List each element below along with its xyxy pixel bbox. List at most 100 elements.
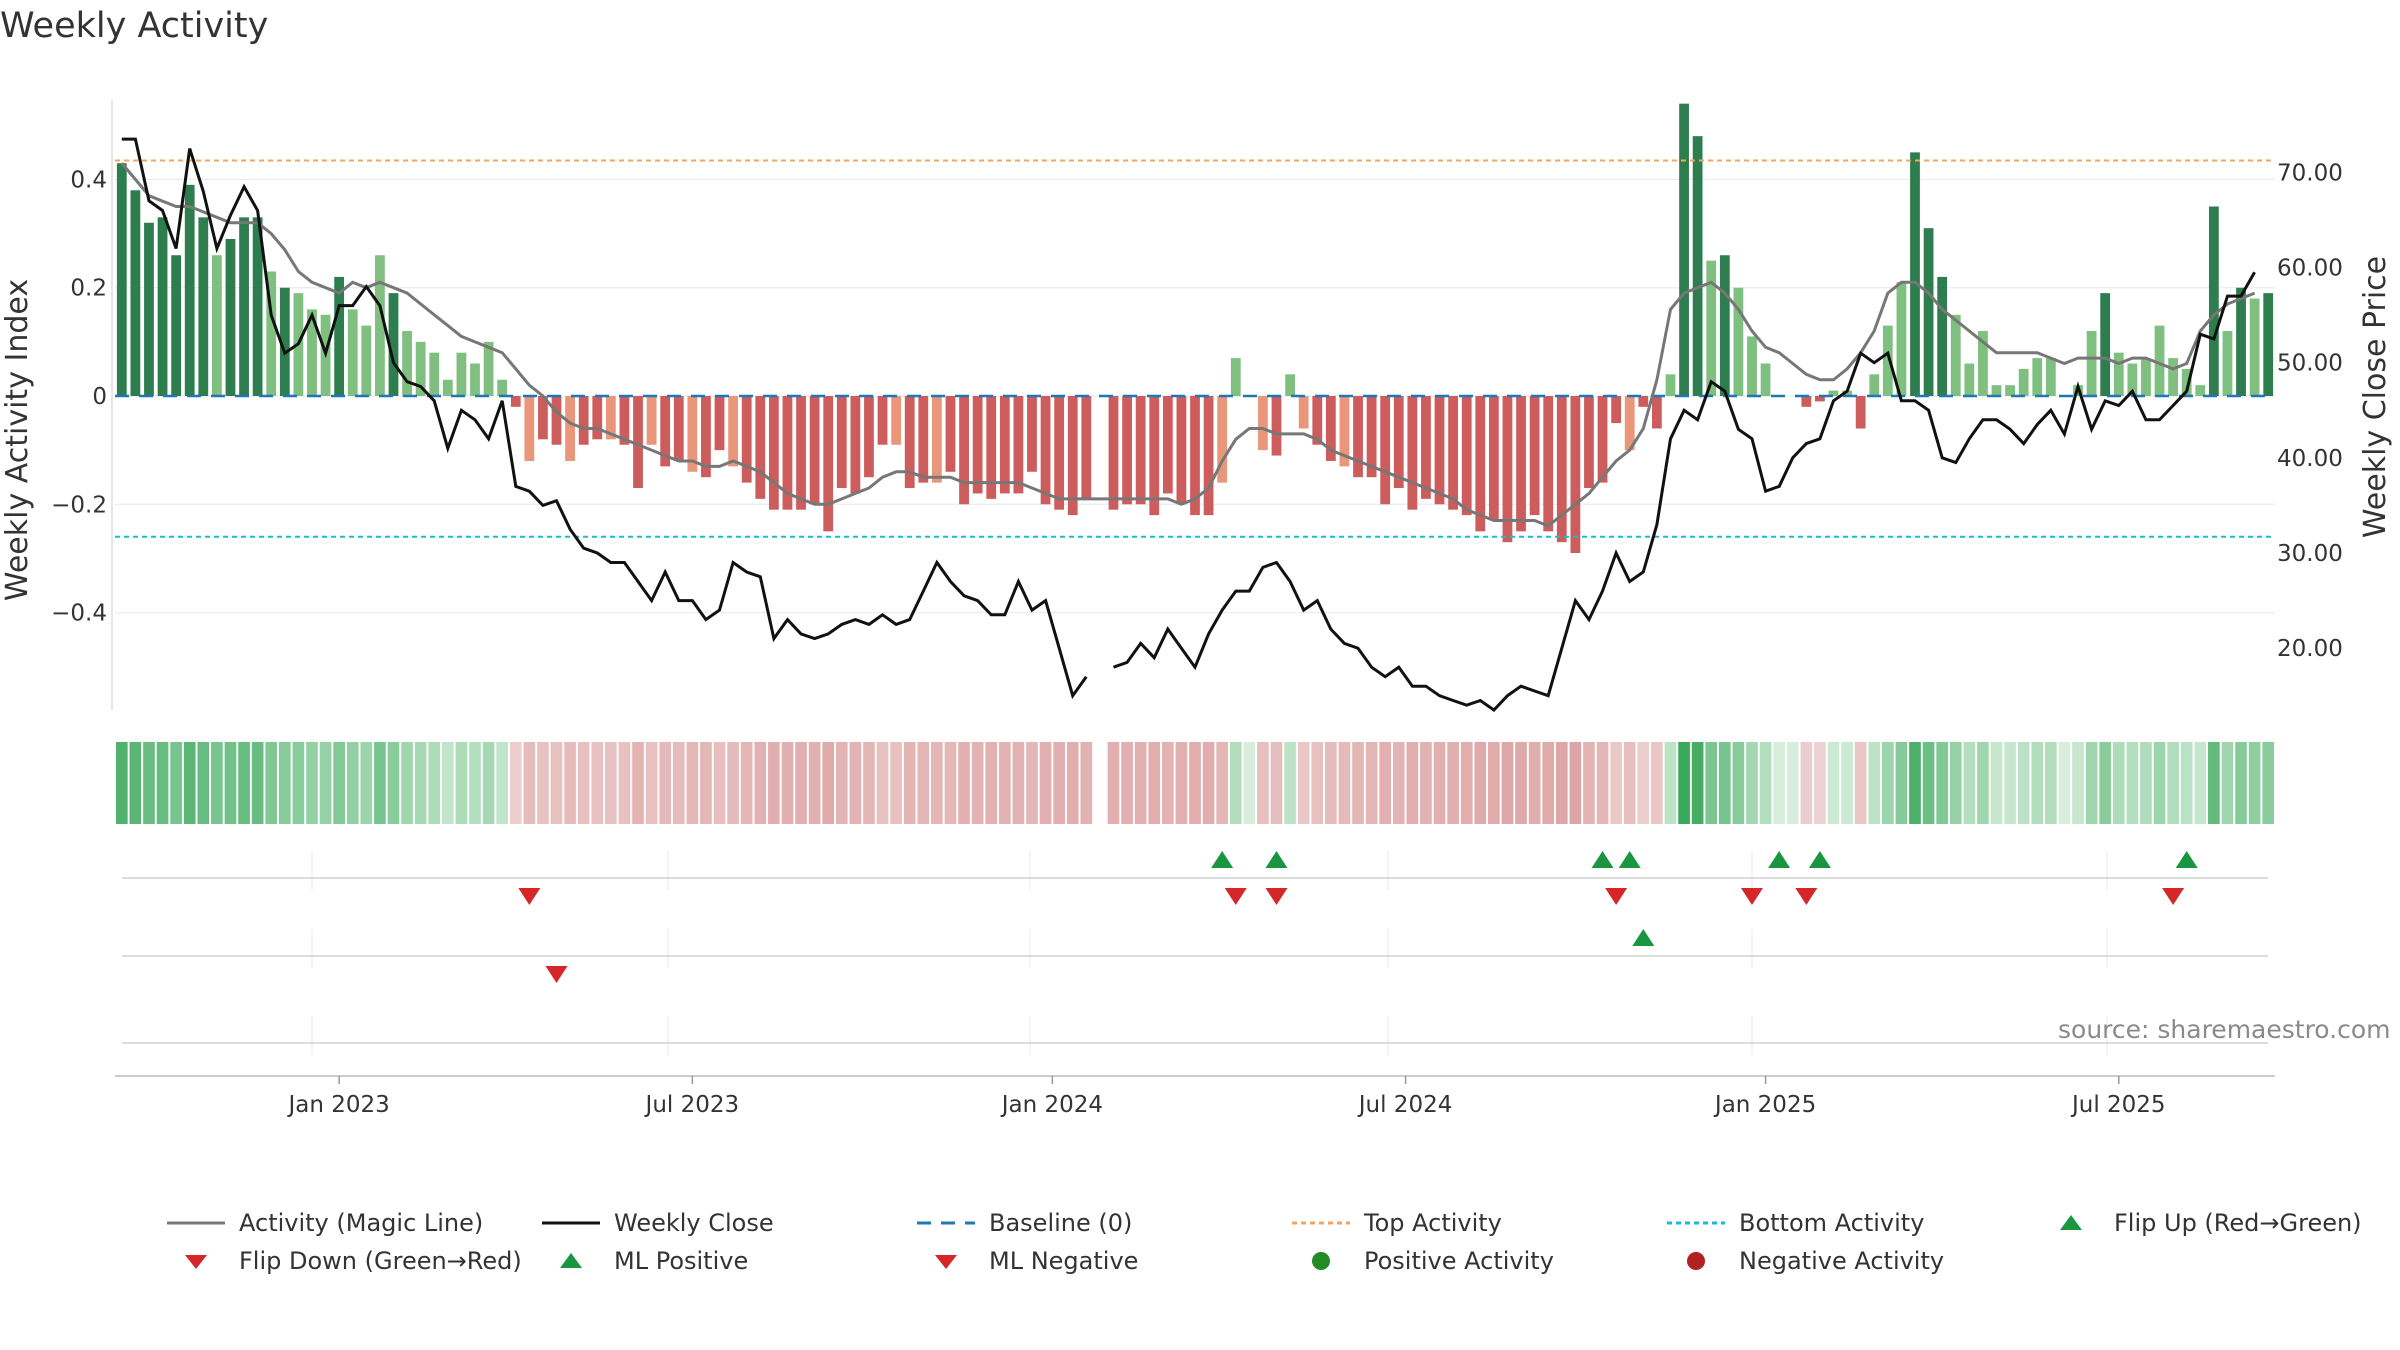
activity-bar [171,255,182,396]
heat-cell [1936,742,1949,824]
activity-bar [1692,136,1703,396]
magic-line [120,162,2256,528]
activity-bar [565,396,575,461]
heat-cell [2262,742,2275,824]
activity-bar [796,396,806,510]
x-tick-label: Jan 2024 [1000,1092,1103,1118]
heat-cell [564,742,576,824]
heat-cell [2194,742,2207,824]
heat-cell [523,742,536,824]
heat-cell [754,742,767,824]
flip-up-marker [1768,851,1791,868]
heat-cell [2167,742,2179,824]
heat-cell [374,742,386,824]
heat-cell [1555,742,1568,824]
legend-item-weekly-close: Weekly Close [540,1205,774,1241]
heat-cell [2235,742,2247,824]
heat-cell [1134,742,1147,824]
activity-bar [1108,396,1119,510]
legend-label: Flip Up (Red→Green) [2114,1209,2362,1237]
heat-cell [1583,742,1595,824]
activity-bar [456,352,467,396]
heat-cell [1460,742,1473,824]
activity-bar [1448,396,1459,510]
flip-down-marker-icon [185,1255,207,1269]
activity-bar [157,217,168,396]
activity-bar [1584,396,1594,489]
activity-bar [836,396,847,489]
legend-item-top-activity: Top Activity [1290,1205,1502,1241]
activity-bar [633,396,643,489]
legend-label: Flip Down (Green→Red) [239,1247,522,1275]
activity-bar [1285,374,1295,396]
activity-bar [592,396,603,440]
activity-bar [1122,396,1132,505]
heat-cell [917,742,930,824]
activity-bar [1651,396,1662,429]
activity-bar [1040,396,1051,505]
activity-bar [1747,336,1757,396]
weekly-close-line [1113,271,2256,712]
activity-bar [225,239,236,396]
activity-bar [402,331,412,396]
heat-cell [808,742,821,824]
heat-cell [605,742,617,824]
heat-cell [1338,742,1351,824]
activity-bar [1543,396,1554,532]
activity-bar [1190,396,1200,516]
flip-up-marker [2175,851,2198,868]
activity-bar [864,396,874,478]
legend-item-baseline: Baseline (0) [915,1205,1132,1241]
heat-cell [1637,742,1650,824]
activity-bar [1624,396,1635,451]
heat-cell [1039,742,1052,824]
heat-cell [2248,742,2261,824]
activity-bar [551,396,562,445]
x-tick-label: Jan 2025 [1713,1092,1816,1118]
activity-bar [1203,396,1214,516]
activity-bar [1760,363,1771,396]
legend-label: Weekly Close [614,1209,774,1237]
heat-cell [1352,742,1364,824]
series-lines [120,137,2256,712]
heat-cell [455,742,468,824]
activity-bar [850,396,861,494]
flip-down-marker [1740,888,1763,905]
activity-bar [524,396,535,461]
activity-bar [130,190,141,396]
heat-cell [1053,742,1065,824]
heat-cell [998,742,1011,824]
activity-bar [1475,396,1486,532]
activity-bar [388,293,399,396]
activity-bar [2181,368,2192,396]
activity-bar [1855,396,1866,429]
activity-bar [1638,396,1649,407]
heat-cell [1596,742,1609,824]
heat-cell [2017,742,2030,824]
heat-cell [401,742,413,824]
activity-bar [266,271,277,396]
ml-negative-marker-icon [935,1255,957,1269]
left-axis-label: Weekly Activity Index [0,279,35,601]
activity-bar [1516,396,1526,532]
right-axis-label: Weekly Close Price [2358,256,2393,538]
heat-cell [319,742,332,824]
activity-bar [1665,374,1676,396]
activity-bar [1964,363,1975,396]
heat-cell [1433,742,1446,824]
activity-bar [497,379,508,396]
activity-bar [442,379,453,396]
heat-cell [2208,742,2220,824]
heat-cell [441,742,454,824]
heat-cell [632,742,644,824]
heat-cell [577,742,590,824]
activity-bar [2249,298,2260,396]
heat-cell [781,742,794,824]
right-tick-label: 70.00 [2277,160,2343,186]
activity-bar [510,396,521,407]
heat-cell [1528,742,1541,824]
left-tick-label: −0.2 [51,492,107,518]
heat-cell [1121,742,1133,824]
activity-bar [1393,396,1404,489]
heat-cell [944,742,957,824]
